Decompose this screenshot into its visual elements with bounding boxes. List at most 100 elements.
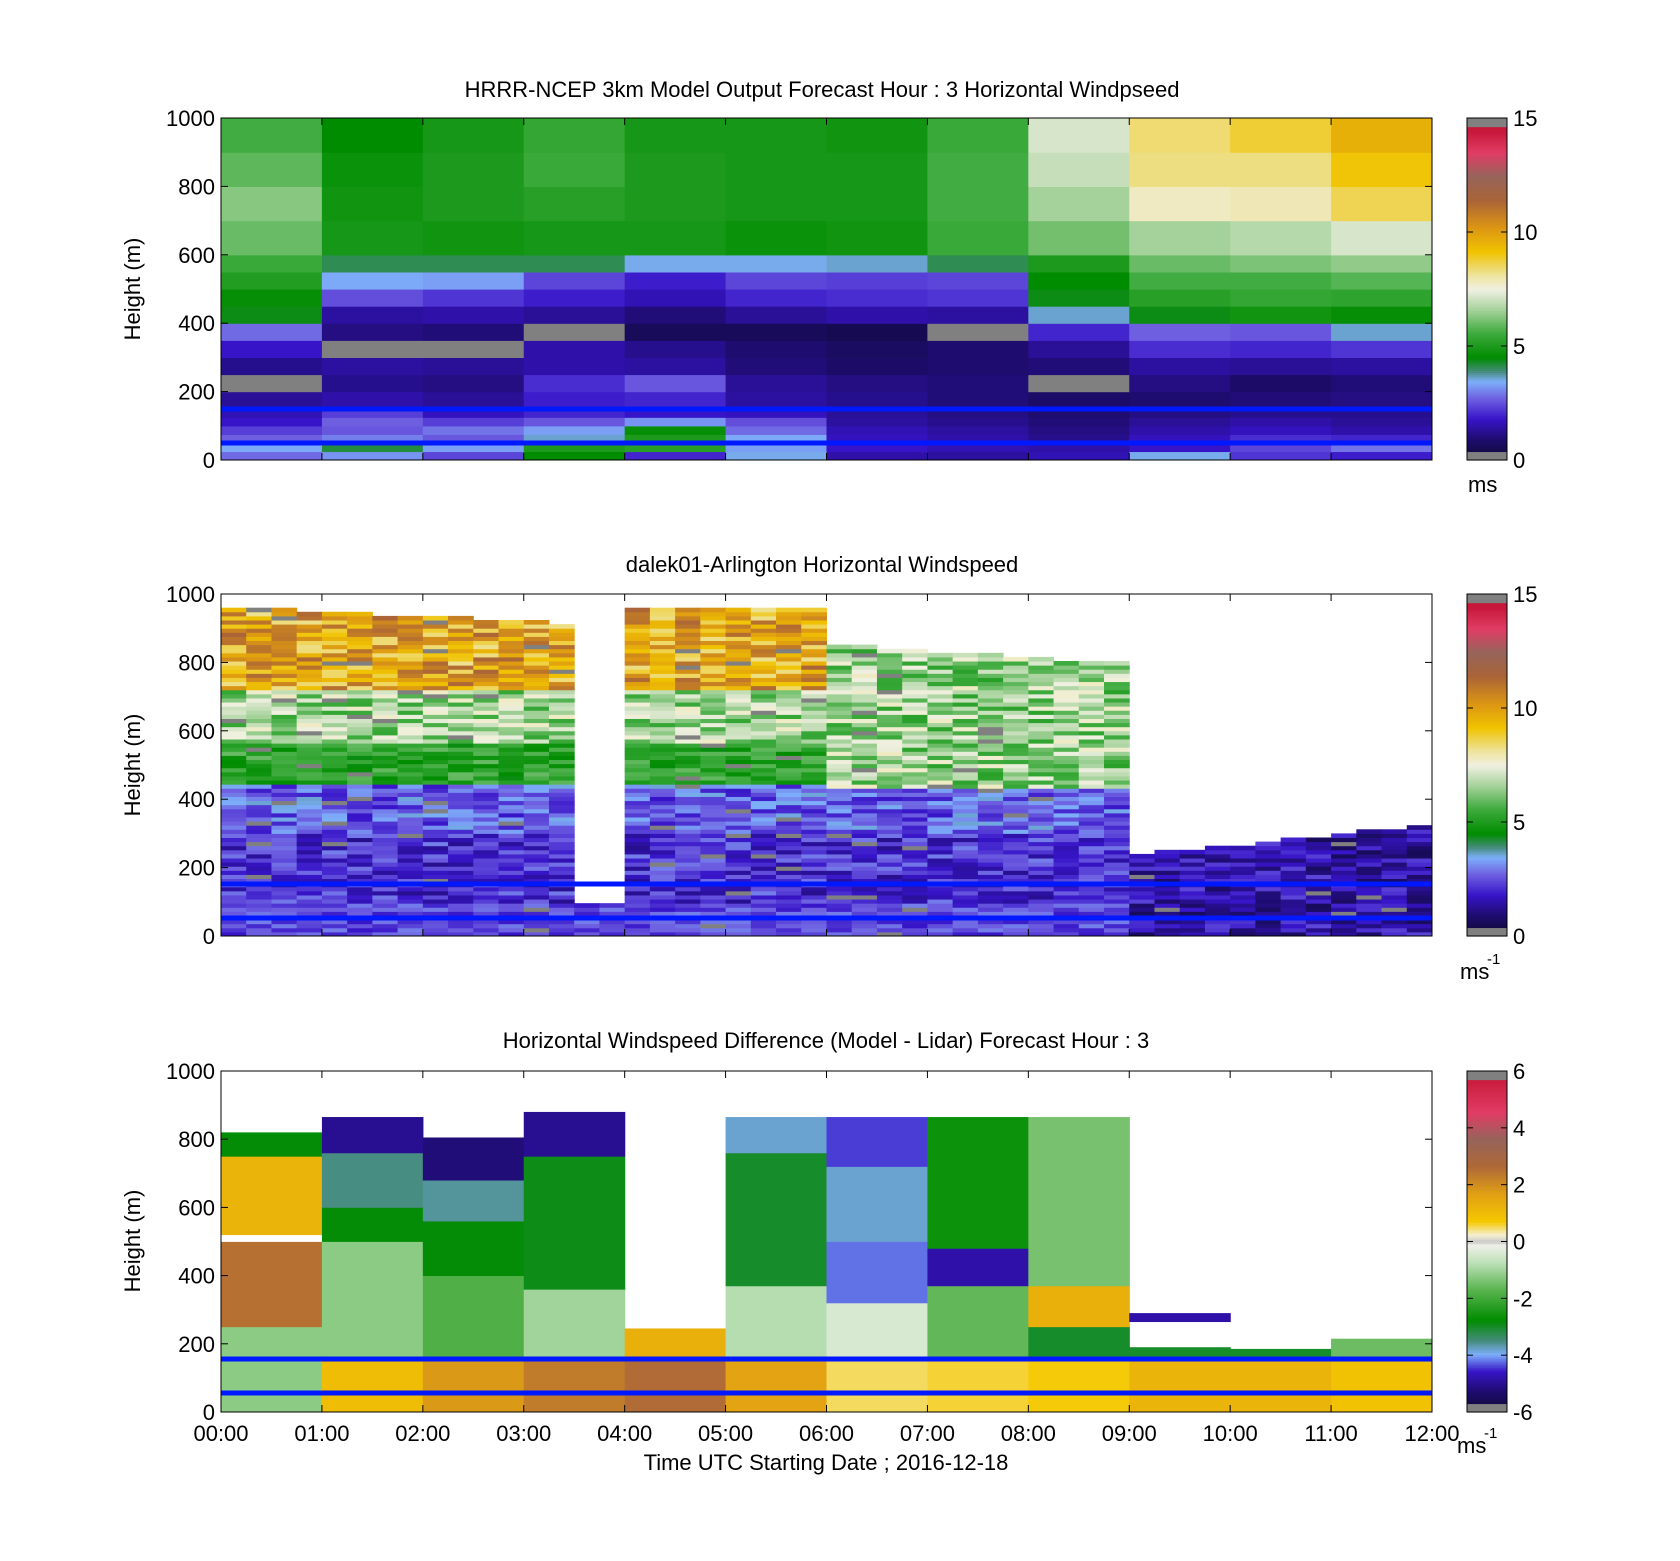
heatmap-cell [1078,681,1105,687]
heatmap-cell [1003,800,1029,806]
heatmap-cell [1003,808,1029,814]
heatmap-cell [498,890,525,896]
heatmap-cell [246,767,272,773]
heatmap-cell [548,730,575,736]
heatmap-cell [523,644,550,650]
heatmap-cell [1230,927,1256,933]
heatmap-cell [649,866,676,871]
heatmap-cell [1179,899,1206,904]
heatmap-cell [397,919,424,925]
heatmap-block [221,1132,323,1157]
heatmap-cell [977,858,1004,863]
heatmap-cell [725,747,752,752]
heatmap-cell [246,689,272,695]
colorbar-segment [1467,1405,1507,1409]
colorbar-segment [1467,1130,1507,1134]
heatmap-cell [1053,697,1080,703]
heatmap-cell [498,689,525,695]
heatmap-cell [927,357,1029,376]
heatmap-cell [826,714,853,719]
heatmap-cell [776,697,802,703]
heatmap-cell [321,685,348,691]
colorbar-segment [1467,741,1507,745]
heatmap-cell [725,751,752,756]
heatmap-cell [902,697,928,703]
colorbar-segment [1467,861,1507,864]
heatmap-cell [1028,323,1130,341]
heatmap-cell [1129,853,1155,859]
heatmap-cell [372,804,399,810]
heatmap-cell [1028,923,1055,929]
heatmap-cell [1053,706,1080,711]
heatmap-cell [296,751,323,756]
heatmap-cell [498,829,525,834]
heatmap-cell [1028,665,1055,670]
heatmap-cell [776,874,802,880]
heatmap-cell [271,796,298,802]
heatmap-cell [473,669,500,674]
heatmap-cell [221,927,247,933]
heatmap-cell [977,685,1004,691]
heatmap-cell [498,661,525,666]
heatmap-cell [977,796,1004,802]
heatmap-cell [927,734,954,740]
heatmap-cell [1356,829,1383,834]
heatmap-cell [675,931,701,936]
heatmap-cell [1104,743,1130,748]
colorbar-segment [1467,820,1507,824]
colorbar-tick-label: 5 [1513,334,1525,359]
heatmap-cell [776,927,802,933]
heatmap-cell [851,923,878,929]
heatmap-cell [1053,829,1080,834]
heatmap-cell [675,644,701,650]
colorbar-segment [1467,182,1507,185]
heatmap-cell [927,669,954,674]
heatmap-cell [321,417,424,427]
heatmap-cell [649,775,676,781]
heatmap-cell [624,755,651,761]
heatmap-cell [1154,907,1181,912]
heatmap-block [523,1357,626,1412]
colorbar-segment [1467,368,1507,371]
heatmap-cell [246,685,272,691]
heatmap-cell [649,931,676,936]
heatmap-cell [700,747,727,752]
heatmap-cell [296,734,323,740]
heatmap-cell [1028,697,1055,703]
heatmap-cell [826,152,929,187]
colorbar-segment [1467,893,1507,896]
heatmap-cell [876,931,903,936]
heatmap-cell [1331,858,1357,863]
heatmap-cell [548,796,575,802]
heatmap-cell [347,693,373,699]
heatmap-cell [221,186,323,222]
heatmap-cell [927,374,1029,393]
heatmap-cell [902,853,928,859]
heatmap-cell [1406,923,1432,929]
heatmap-cell [700,648,727,654]
heatmap-cell [1028,673,1055,678]
colorbar-segment [1467,1267,1507,1270]
heatmap-cell [725,714,752,719]
colorbar-segment [1467,1380,1507,1383]
colorbar-segment [1467,385,1507,388]
heatmap-cell [397,804,424,810]
heatmap-cell [927,821,954,826]
heatmap-cell [448,693,474,699]
colorbar-segment [1467,259,1507,262]
heatmap-cell [649,858,676,863]
colorbar-segment [1467,1083,1507,1087]
heatmap-cell [397,615,424,621]
heatmap-cell [1104,788,1130,793]
colorbar-segment [1467,1228,1507,1232]
heatmap-cell [675,689,701,695]
colorbar-segment [1467,276,1507,279]
y-tick-label: 400 [178,787,215,812]
heatmap-cell [1104,911,1130,916]
heatmap-cell [321,271,424,290]
colorbar-segment [1467,833,1507,837]
heatmap-cell [246,771,272,777]
heatmap-cell [1053,816,1080,822]
heatmap-cell [548,878,575,884]
